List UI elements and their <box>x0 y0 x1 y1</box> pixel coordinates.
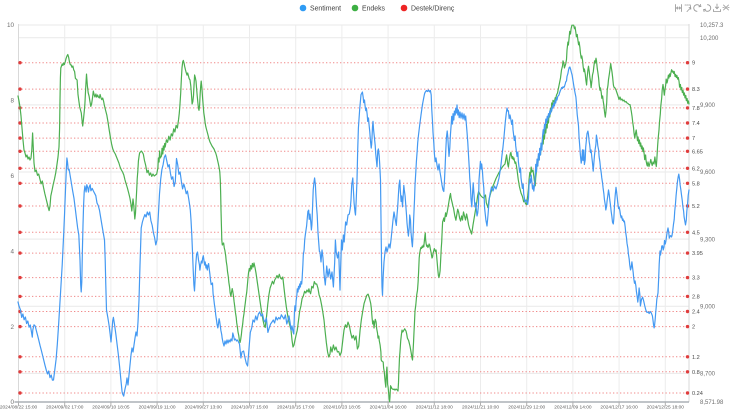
svg-text:2024/11/04 16:00: 2024/11/04 16:00 <box>370 405 407 411</box>
svg-text:6.2: 6.2 <box>692 166 700 172</box>
svg-text:10,257.3: 10,257.3 <box>700 23 724 29</box>
svg-text:2024/11/12 18:00: 2024/11/12 18:00 <box>416 405 453 411</box>
svg-text:8.3: 8.3 <box>692 87 700 93</box>
svg-text:2: 2 <box>10 324 14 331</box>
svg-text:2024/11/29 12:00: 2024/11/29 12:00 <box>508 405 545 411</box>
svg-text:2024/11/21 10:00: 2024/11/21 10:00 <box>462 405 499 411</box>
svg-text:2024/10/07 15:00: 2024/10/07 15:00 <box>231 405 269 411</box>
svg-text:7.8: 7.8 <box>692 106 700 112</box>
svg-text:2024/09/02 17:00: 2024/09/02 17:00 <box>46 405 84 411</box>
svg-text:10,200: 10,200 <box>700 36 719 42</box>
svg-text:0.24: 0.24 <box>692 391 703 397</box>
svg-text:9,000: 9,000 <box>700 305 716 311</box>
svg-text:9: 9 <box>692 61 695 67</box>
svg-text:Destek/Direnç: Destek/Direnç <box>411 6 455 13</box>
svg-text:8: 8 <box>10 98 14 105</box>
svg-text:1.2: 1.2 <box>692 355 700 361</box>
svg-text:0: 0 <box>10 399 14 406</box>
svg-text:4.5: 4.5 <box>692 230 700 236</box>
svg-text:Sentiment: Sentiment <box>310 6 341 13</box>
svg-text:6.65: 6.65 <box>692 149 703 155</box>
svg-text:8,700: 8,700 <box>700 372 716 378</box>
svg-text:2024/09/27 13:00: 2024/09/27 13:00 <box>185 405 223 411</box>
svg-text:2.4: 2.4 <box>692 310 700 316</box>
svg-text:8,571.98: 8,571.98 <box>700 400 724 406</box>
svg-text:6: 6 <box>10 173 14 180</box>
svg-text:5.2: 5.2 <box>692 204 700 210</box>
svg-text:0.8: 0.8 <box>692 370 700 376</box>
svg-text:3.95: 3.95 <box>692 251 703 257</box>
svg-text:2.8: 2.8 <box>692 294 700 300</box>
svg-text:2024/12/25 18:00: 2024/12/25 18:00 <box>647 405 685 411</box>
svg-text:4: 4 <box>10 248 14 255</box>
svg-text:2024/10/15 17:00: 2024/10/15 17:00 <box>277 405 315 411</box>
svg-text:7.4: 7.4 <box>692 121 700 127</box>
svg-text:2024/12/09 14:00: 2024/12/09 14:00 <box>554 405 592 411</box>
svg-text:7: 7 <box>692 136 695 142</box>
svg-text:2: 2 <box>692 325 695 331</box>
svg-text:2024/12/17 16:00: 2024/12/17 16:00 <box>600 405 638 411</box>
svg-text:9,600: 9,600 <box>700 170 716 176</box>
svg-text:2024/09/19 11:00: 2024/09/19 11:00 <box>139 405 176 411</box>
svg-text:3.3: 3.3 <box>692 276 700 282</box>
svg-text:2024/09/10 18:05: 2024/09/10 18:05 <box>92 405 130 411</box>
svg-text:Endeks: Endeks <box>362 6 386 13</box>
svg-text:9,900: 9,900 <box>700 103 716 109</box>
svg-text:5.8: 5.8 <box>692 181 700 187</box>
svg-text:2024/10/23 18:05: 2024/10/23 18:05 <box>323 405 361 411</box>
svg-text:2024/08/22 15:00: 2024/08/22 15:00 <box>0 405 37 411</box>
svg-text:10: 10 <box>7 22 15 29</box>
svg-text:9,300: 9,300 <box>700 237 716 243</box>
